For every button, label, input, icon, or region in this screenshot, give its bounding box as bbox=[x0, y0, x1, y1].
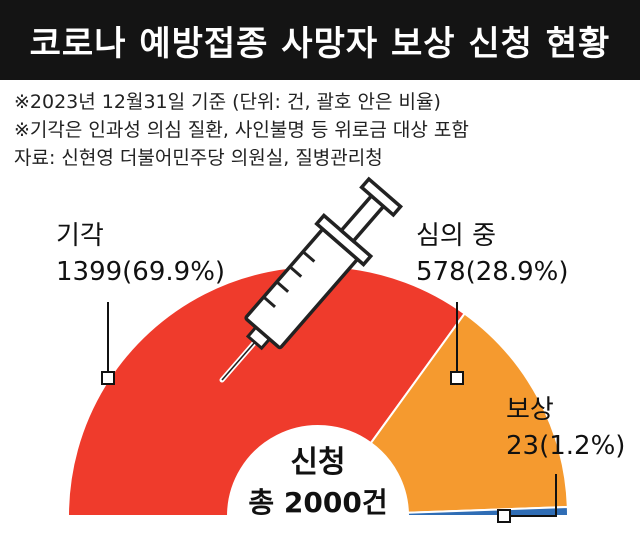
slice-1 bbox=[369, 312, 569, 514]
value-label-2: 23(1.2%) bbox=[506, 431, 625, 461]
notes: ※2023년 12월31일 기준 (단위: 건, 괄호 안은 비율) ※기각은 … bbox=[14, 88, 469, 172]
slice-2 bbox=[406, 505, 570, 517]
note-rejection-definition: ※기각은 인과성 의심 질환, 사인불명 등 위로금 대상 포함 bbox=[14, 119, 469, 141]
value-label-1: 578(28.9%) bbox=[416, 257, 569, 287]
syringe-icon bbox=[219, 176, 404, 383]
callouts bbox=[101, 302, 557, 523]
category-label-1: 심의 중 bbox=[416, 221, 496, 251]
value-label-0: 1399(69.9%) bbox=[56, 257, 225, 287]
callout-line-2 bbox=[504, 474, 557, 517]
chart-title: 코로나 예방접종 사망자 보상 신청 현황 bbox=[0, 0, 640, 80]
center-label-total: 총 2000건 bbox=[248, 486, 387, 519]
category-label-2: 보상 bbox=[506, 395, 554, 425]
callout-marker-1 bbox=[450, 371, 464, 385]
callout-marker-0 bbox=[101, 371, 115, 385]
note-reference-date: ※2023년 12월31일 기준 (단위: 건, 괄호 안은 비율) bbox=[14, 91, 441, 113]
center-label-line1: 신청 bbox=[290, 445, 345, 480]
note-source: 자료: 신현영 더불어민주당 의원실, 질병관리청 bbox=[14, 147, 383, 169]
callout-marker-2 bbox=[497, 509, 511, 523]
category-label-0: 기각 bbox=[56, 221, 104, 251]
chart-labels: 기각 1399(69.9%) 심의 중 578(28.9%) 보상 23(1.2%) bbox=[56, 221, 625, 461]
